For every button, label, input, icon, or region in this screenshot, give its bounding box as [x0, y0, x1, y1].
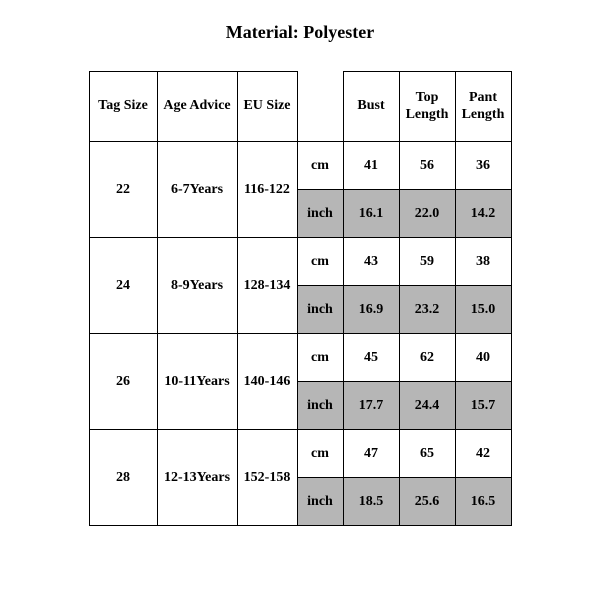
- cell-eu-size: 116-122: [237, 142, 297, 238]
- cell-bust-cm: 47: [343, 430, 399, 478]
- cell-tag-size: 28: [89, 430, 157, 526]
- col-pant-length: Pant Length: [455, 72, 511, 142]
- cell-pant-length-cm: 42: [455, 430, 511, 478]
- cell-pant-length-inch: 15.7: [455, 382, 511, 430]
- cell-bust-inch: 18.5: [343, 478, 399, 526]
- cell-unit-inch: inch: [297, 382, 343, 430]
- cell-tag-size: 26: [89, 334, 157, 430]
- cell-top-length-inch: 23.2: [399, 286, 455, 334]
- col-eu-size: EU Size: [237, 72, 297, 142]
- cell-age-advice: 8-9Years: [157, 238, 237, 334]
- cell-bust-inch: 16.9: [343, 286, 399, 334]
- cell-eu-size: 140-146: [237, 334, 297, 430]
- cell-eu-size: 152-158: [237, 430, 297, 526]
- cell-top-length-inch: 25.6: [399, 478, 455, 526]
- cell-top-length-cm: 62: [399, 334, 455, 382]
- cell-pant-length-cm: 40: [455, 334, 511, 382]
- table-row: 28 12-13Years 152-158 cm 47 65 42: [89, 430, 511, 478]
- size-table: Tag Size Age Advice EU Size Bust Top Len…: [89, 71, 512, 526]
- col-age-advice: Age Advice: [157, 72, 237, 142]
- cell-pant-length-cm: 38: [455, 238, 511, 286]
- cell-unit-inch: inch: [297, 190, 343, 238]
- cell-pant-length-inch: 16.5: [455, 478, 511, 526]
- cell-top-length-inch: 22.0: [399, 190, 455, 238]
- cell-tag-size: 22: [89, 142, 157, 238]
- table-header-row: Tag Size Age Advice EU Size Bust Top Len…: [89, 72, 511, 142]
- cell-bust-cm: 45: [343, 334, 399, 382]
- cell-top-length-cm: 65: [399, 430, 455, 478]
- cell-unit-inch: inch: [297, 478, 343, 526]
- cell-unit-inch: inch: [297, 286, 343, 334]
- col-unit: [297, 72, 343, 142]
- col-top-length: Top Length: [399, 72, 455, 142]
- cell-unit-cm: cm: [297, 430, 343, 478]
- cell-tag-size: 24: [89, 238, 157, 334]
- cell-unit-cm: cm: [297, 334, 343, 382]
- cell-pant-length-cm: 36: [455, 142, 511, 190]
- cell-top-length-cm: 59: [399, 238, 455, 286]
- cell-unit-cm: cm: [297, 142, 343, 190]
- cell-age-advice: 10-11Years: [157, 334, 237, 430]
- cell-bust-cm: 43: [343, 238, 399, 286]
- table-row: 26 10-11Years 140-146 cm 45 62 40: [89, 334, 511, 382]
- table-row: 22 6-7Years 116-122 cm 41 56 36: [89, 142, 511, 190]
- cell-pant-length-inch: 14.2: [455, 190, 511, 238]
- cell-eu-size: 128-134: [237, 238, 297, 334]
- cell-age-advice: 6-7Years: [157, 142, 237, 238]
- cell-top-length-cm: 56: [399, 142, 455, 190]
- page-title: Material: Polyester: [0, 22, 600, 43]
- cell-unit-cm: cm: [297, 238, 343, 286]
- cell-bust-inch: 16.1: [343, 190, 399, 238]
- col-bust: Bust: [343, 72, 399, 142]
- sizing-chart-page: Material: Polyester Tag Size Age Advice …: [0, 0, 600, 600]
- cell-age-advice: 12-13Years: [157, 430, 237, 526]
- cell-bust-inch: 17.7: [343, 382, 399, 430]
- table-row: 24 8-9Years 128-134 cm 43 59 38: [89, 238, 511, 286]
- col-tag-size: Tag Size: [89, 72, 157, 142]
- cell-top-length-inch: 24.4: [399, 382, 455, 430]
- cell-pant-length-inch: 15.0: [455, 286, 511, 334]
- cell-bust-cm: 41: [343, 142, 399, 190]
